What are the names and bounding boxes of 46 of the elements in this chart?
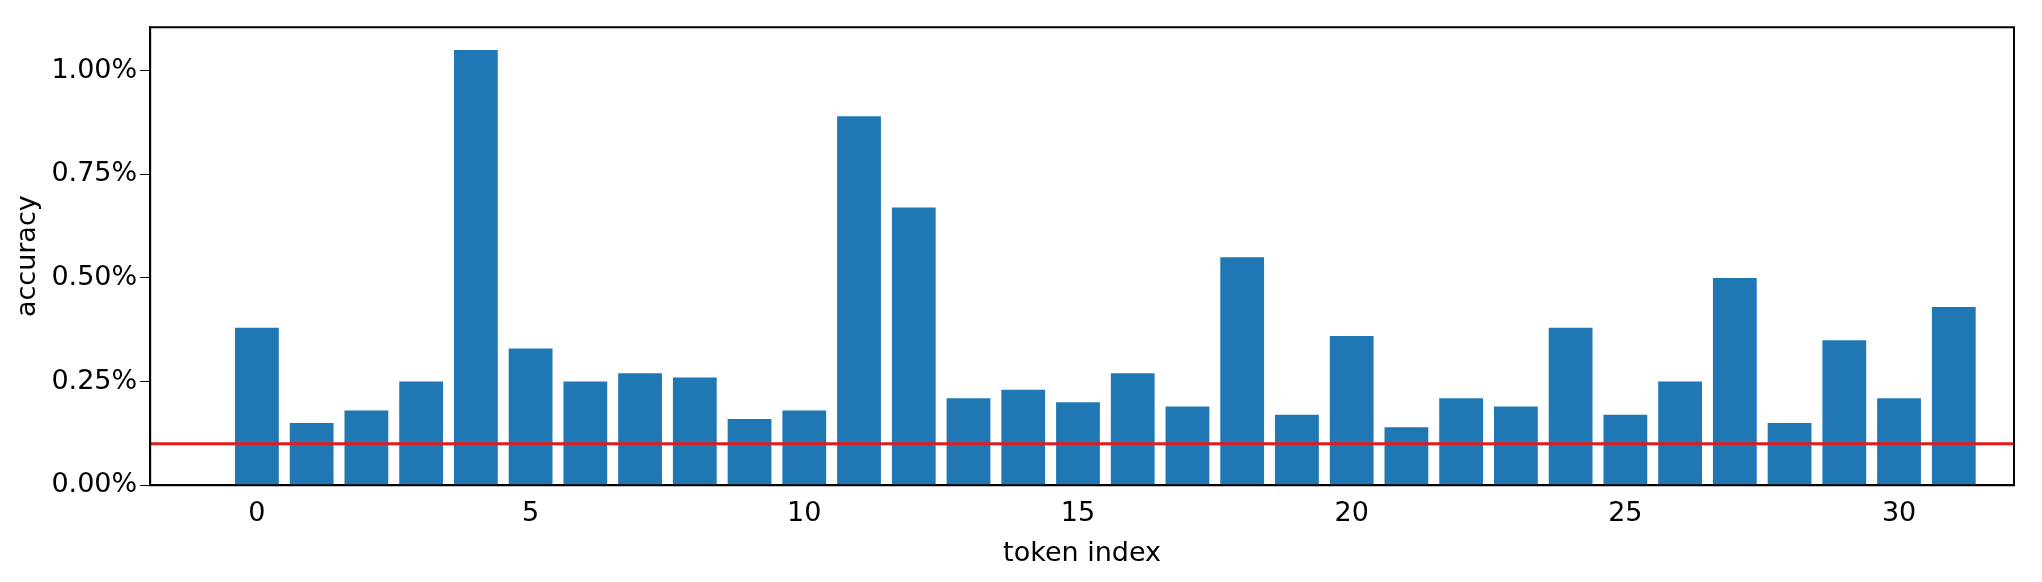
bar <box>1056 402 1100 485</box>
y-tick-label: 0.75% <box>51 156 138 188</box>
bar <box>891 207 936 485</box>
y-tick-label: 1.00% <box>51 52 138 84</box>
bar <box>1603 414 1648 485</box>
bar <box>399 381 444 485</box>
bar <box>1877 398 1921 485</box>
x-tick-label: 0 <box>248 496 266 528</box>
x-tick-label: 20 <box>1334 496 1369 528</box>
bar <box>453 50 498 485</box>
bar <box>1767 423 1812 485</box>
y-axis-title: accuracy <box>10 195 42 318</box>
bar <box>1493 406 1538 485</box>
y-tick-label: 0.50% <box>51 259 138 291</box>
bar <box>1220 257 1265 485</box>
bar <box>727 418 772 485</box>
bar <box>837 116 881 485</box>
x-tick-label: 15 <box>1060 496 1096 528</box>
bar <box>508 348 553 485</box>
bar <box>946 398 991 485</box>
x-tick-label: 10 <box>787 496 822 528</box>
bar <box>235 327 279 485</box>
bar <box>1329 335 1374 485</box>
bar <box>1712 277 1757 485</box>
bar <box>289 423 334 485</box>
x-tick-label: 5 <box>522 496 540 528</box>
bar <box>1658 381 1702 485</box>
bar <box>1931 306 1976 485</box>
x-axis-title: token index <box>1003 535 1162 567</box>
bar <box>344 410 389 485</box>
bar <box>1165 406 1210 485</box>
x-tick-label: 30 <box>1881 496 1917 528</box>
bar <box>563 381 608 485</box>
bar <box>1001 389 1046 485</box>
bar <box>782 410 827 485</box>
bar <box>1110 373 1155 485</box>
bar <box>672 377 717 485</box>
y-tick-label: 0.00% <box>51 467 138 499</box>
bar <box>1822 340 1867 485</box>
y-tick-label: 0.25% <box>51 363 138 395</box>
bar <box>1439 398 1484 485</box>
bar <box>618 373 662 485</box>
bar <box>1384 427 1429 485</box>
bar <box>1548 327 1593 485</box>
bar <box>1275 414 1319 485</box>
x-tick-label: 25 <box>1608 496 1643 528</box>
